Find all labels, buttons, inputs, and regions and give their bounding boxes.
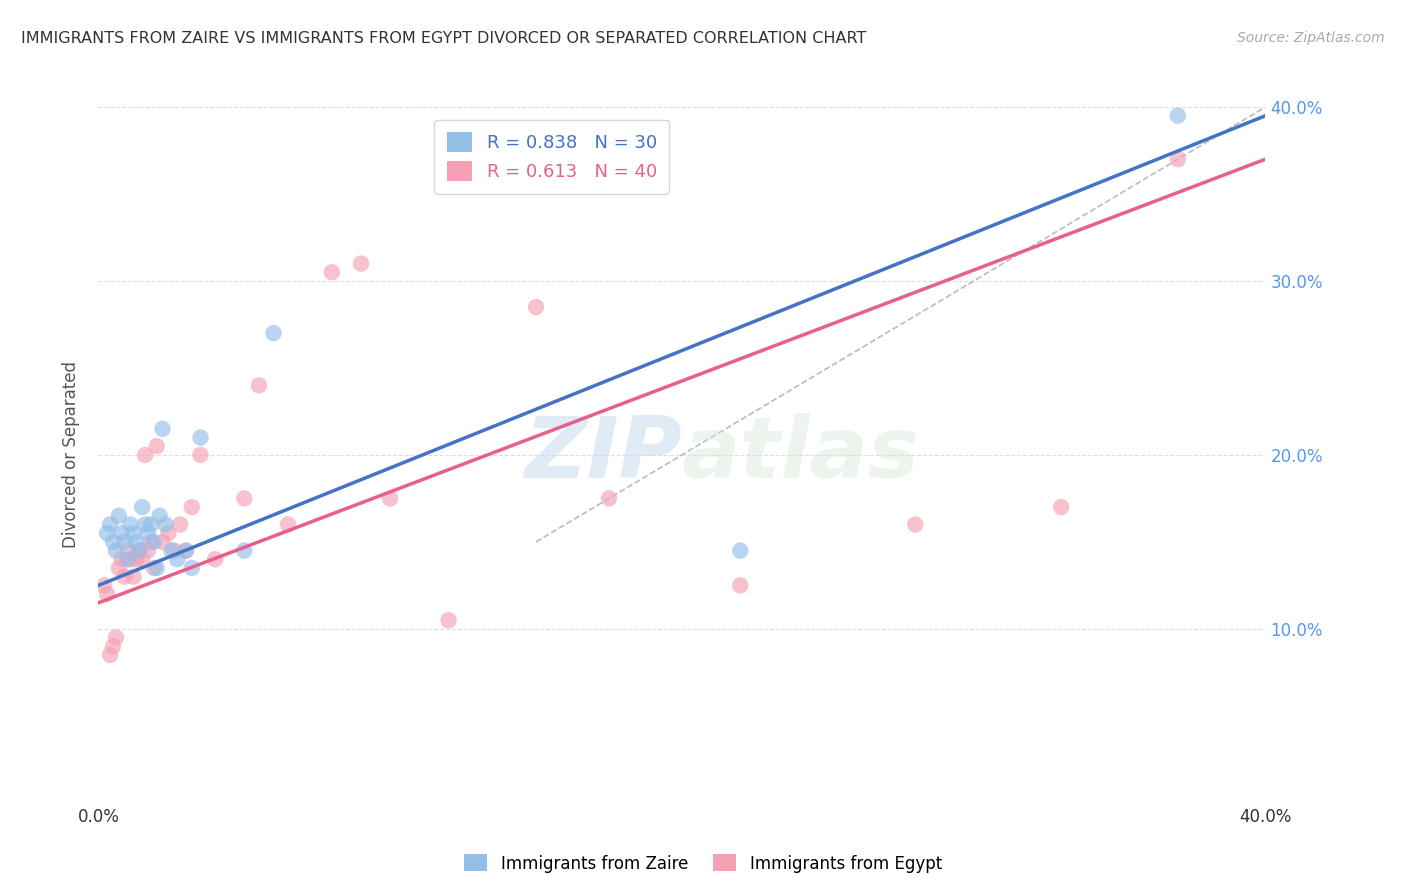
Point — [111, 552, 134, 566]
Point — [149, 508, 172, 523]
Point — [98, 517, 121, 532]
Point — [190, 431, 212, 445]
Point — [131, 552, 153, 566]
Point — [728, 578, 751, 592]
Point — [117, 552, 139, 566]
Legend: Immigrants from Zaire, Immigrants from Egypt: Immigrants from Zaire, Immigrants from E… — [457, 847, 949, 880]
Point — [152, 534, 174, 549]
Point — [169, 517, 191, 532]
Point — [146, 561, 169, 575]
Point — [350, 256, 373, 270]
Point — [160, 543, 183, 558]
Point — [142, 534, 165, 549]
Point — [114, 570, 136, 584]
Point — [101, 534, 124, 549]
Point — [93, 578, 115, 592]
Point — [904, 517, 927, 532]
Point — [262, 326, 284, 340]
Point — [598, 491, 620, 506]
Text: Source: ZipAtlas.com: Source: ZipAtlas.com — [1237, 31, 1385, 45]
Point — [108, 561, 131, 575]
Point — [134, 448, 156, 462]
Text: IMMIGRANTS FROM ZAIRE VS IMMIGRANTS FROM EGYPT DIVORCED OR SEPARATED CORRELATION: IMMIGRANTS FROM ZAIRE VS IMMIGRANTS FROM… — [21, 31, 866, 46]
Point — [142, 561, 165, 575]
Point — [190, 448, 212, 462]
Point — [163, 543, 186, 558]
Point — [277, 517, 299, 532]
Y-axis label: Divorced or Separated: Divorced or Separated — [62, 361, 80, 549]
Point — [122, 526, 145, 541]
Point — [104, 631, 127, 645]
Point — [114, 534, 136, 549]
Point — [233, 543, 256, 558]
Point — [174, 543, 197, 558]
Point — [1167, 109, 1189, 123]
Point — [111, 526, 134, 541]
Point — [1050, 500, 1073, 514]
Point — [180, 500, 202, 514]
Point — [152, 422, 174, 436]
Point — [136, 543, 159, 558]
Point — [122, 570, 145, 584]
Point — [524, 300, 547, 314]
Point — [128, 543, 150, 558]
Point — [98, 648, 121, 662]
Point — [204, 552, 226, 566]
Point — [104, 543, 127, 558]
Point — [139, 534, 162, 549]
Point — [174, 543, 197, 558]
Point — [131, 500, 153, 514]
Point — [120, 517, 142, 532]
Point — [128, 543, 150, 558]
Point — [139, 517, 162, 532]
Legend: R = 0.838   N = 30, R = 0.613   N = 40: R = 0.838 N = 30, R = 0.613 N = 40 — [434, 120, 669, 194]
Point — [180, 561, 202, 575]
Point — [321, 265, 343, 279]
Point — [728, 543, 751, 558]
Point — [378, 491, 402, 506]
Text: atlas: atlas — [682, 413, 920, 497]
Point — [117, 543, 139, 558]
Point — [136, 526, 159, 541]
Point — [155, 517, 177, 532]
Point — [233, 491, 256, 506]
Point — [247, 378, 270, 392]
Point — [166, 552, 188, 566]
Point — [96, 526, 118, 541]
Point — [125, 534, 148, 549]
Point — [157, 526, 180, 541]
Point — [101, 639, 124, 653]
Text: ZIP: ZIP — [524, 413, 682, 497]
Point — [120, 552, 142, 566]
Point — [96, 587, 118, 601]
Point — [108, 508, 131, 523]
Point — [125, 552, 148, 566]
Point — [134, 517, 156, 532]
Point — [1167, 152, 1189, 166]
Point — [437, 613, 460, 627]
Point — [146, 439, 169, 453]
